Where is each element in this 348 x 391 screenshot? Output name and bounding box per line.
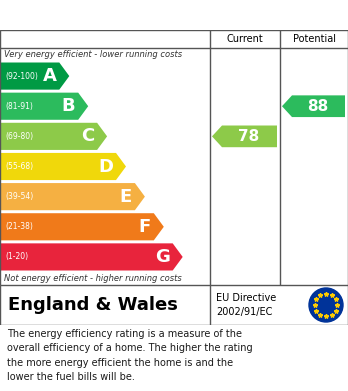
Text: Current: Current — [227, 34, 263, 44]
Polygon shape — [0, 213, 164, 240]
Text: England & Wales: England & Wales — [8, 296, 178, 314]
Polygon shape — [0, 123, 107, 150]
Text: EU Directive
2002/91/EC: EU Directive 2002/91/EC — [216, 293, 276, 317]
Text: Not energy efficient - higher running costs: Not energy efficient - higher running co… — [4, 274, 182, 283]
Text: (69-80): (69-80) — [5, 132, 33, 141]
Text: (81-91): (81-91) — [5, 102, 33, 111]
Text: Energy Efficiency Rating: Energy Efficiency Rating — [60, 6, 288, 24]
Polygon shape — [0, 183, 145, 210]
Text: 88: 88 — [307, 99, 328, 114]
Polygon shape — [282, 95, 345, 117]
Text: (55-68): (55-68) — [5, 162, 33, 171]
Text: (92-100): (92-100) — [5, 72, 38, 81]
Text: G: G — [155, 248, 170, 266]
Text: Very energy efficient - lower running costs: Very energy efficient - lower running co… — [4, 50, 182, 59]
Text: B: B — [62, 97, 75, 115]
Text: The energy efficiency rating is a measure of the
overall efficiency of a home. T: The energy efficiency rating is a measur… — [7, 329, 253, 382]
Text: Potential: Potential — [293, 34, 335, 44]
Polygon shape — [0, 243, 183, 271]
Polygon shape — [0, 153, 126, 180]
Text: C: C — [81, 127, 94, 145]
Text: 78: 78 — [238, 129, 259, 144]
Text: (39-54): (39-54) — [5, 192, 33, 201]
Polygon shape — [212, 126, 277, 147]
Text: F: F — [139, 218, 151, 236]
Text: E: E — [120, 188, 132, 206]
Polygon shape — [0, 93, 88, 120]
Text: D: D — [98, 158, 113, 176]
Text: (21-38): (21-38) — [5, 222, 33, 231]
Text: (1-20): (1-20) — [5, 253, 28, 262]
Polygon shape — [0, 63, 69, 90]
Text: A: A — [42, 67, 56, 85]
Circle shape — [309, 288, 343, 322]
